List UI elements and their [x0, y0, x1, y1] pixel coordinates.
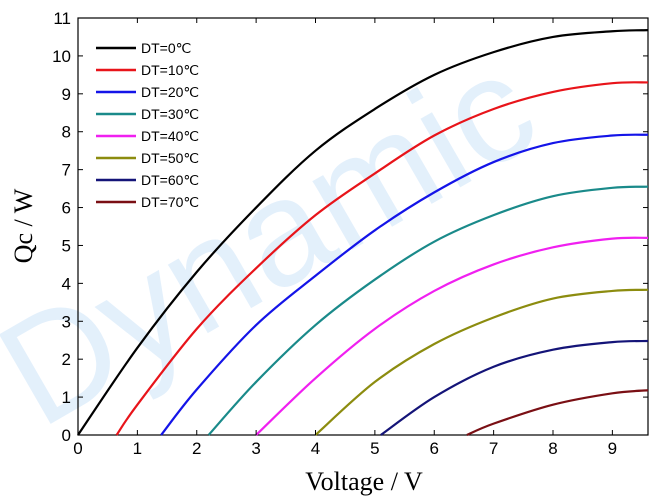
series-layer: [77, 29, 649, 437]
series-line-7: [466, 389, 649, 437]
x-tick-label: 6: [430, 439, 439, 458]
x-tick-label: 5: [370, 439, 379, 458]
y-axis-title: Qc / W: [9, 188, 38, 263]
legend-label: DT=0℃: [141, 40, 191, 56]
x-tick-label: 4: [311, 439, 320, 458]
legend: DT=0℃ DT=10℃ DT=20℃ DT=30℃ DT=40℃ DT=50℃ DT=60…: [96, 40, 199, 210]
x-tick-label: 9: [608, 439, 617, 458]
x-tick-label: 1: [133, 439, 142, 458]
series-line-3: [207, 185, 649, 436]
y-tick-label: 4: [62, 274, 71, 293]
series-line-1: [115, 81, 649, 436]
watermark: Dynamic: [0, 20, 561, 457]
series-line-2: [160, 133, 649, 436]
legend-label: DT=60℃: [141, 172, 199, 188]
y-tick-label: 8: [62, 123, 71, 142]
series-line-5: [314, 288, 649, 436]
y-tick-label: 3: [62, 312, 71, 331]
x-tick-label: 8: [548, 439, 557, 458]
y-tick-label: 5: [62, 236, 71, 255]
x-axis-title: Voltage / V: [305, 467, 423, 496]
legend-label: DT=10℃: [141, 62, 199, 78]
y-tick-label: 6: [62, 199, 71, 218]
legend-label: DT=70℃: [141, 194, 199, 210]
y-tick-label: 2: [62, 350, 71, 369]
y-tick-label: 7: [62, 161, 71, 180]
x-tick-label: 0: [73, 439, 82, 458]
y-tick-label: 0: [62, 426, 71, 445]
y-tick-label: 1: [62, 388, 71, 407]
series-line-6: [380, 339, 649, 436]
series-line-4: [255, 236, 649, 436]
legend-label: DT=20℃: [141, 84, 199, 100]
legend-label: DT=50℃: [141, 150, 199, 166]
x-tick-label: 2: [192, 439, 201, 458]
legend-label: DT=40℃: [141, 128, 199, 144]
tick-layer: 0 1 2 3 4 5 6 7 8 9 0 1 2 3 4 5 6 7 8 9 10 11: [52, 9, 648, 458]
plot-frame: [77, 17, 649, 436]
x-tick-label: 3: [251, 439, 260, 458]
y-tick-label: 11: [53, 9, 71, 28]
y-tick-label: 9: [62, 85, 71, 104]
legend-label: DT=30℃: [141, 106, 199, 122]
series-line-0: [77, 29, 649, 436]
x-tick-label: 7: [489, 439, 498, 458]
y-tick-label: 10: [52, 47, 71, 66]
plot-border: [77, 17, 649, 436]
